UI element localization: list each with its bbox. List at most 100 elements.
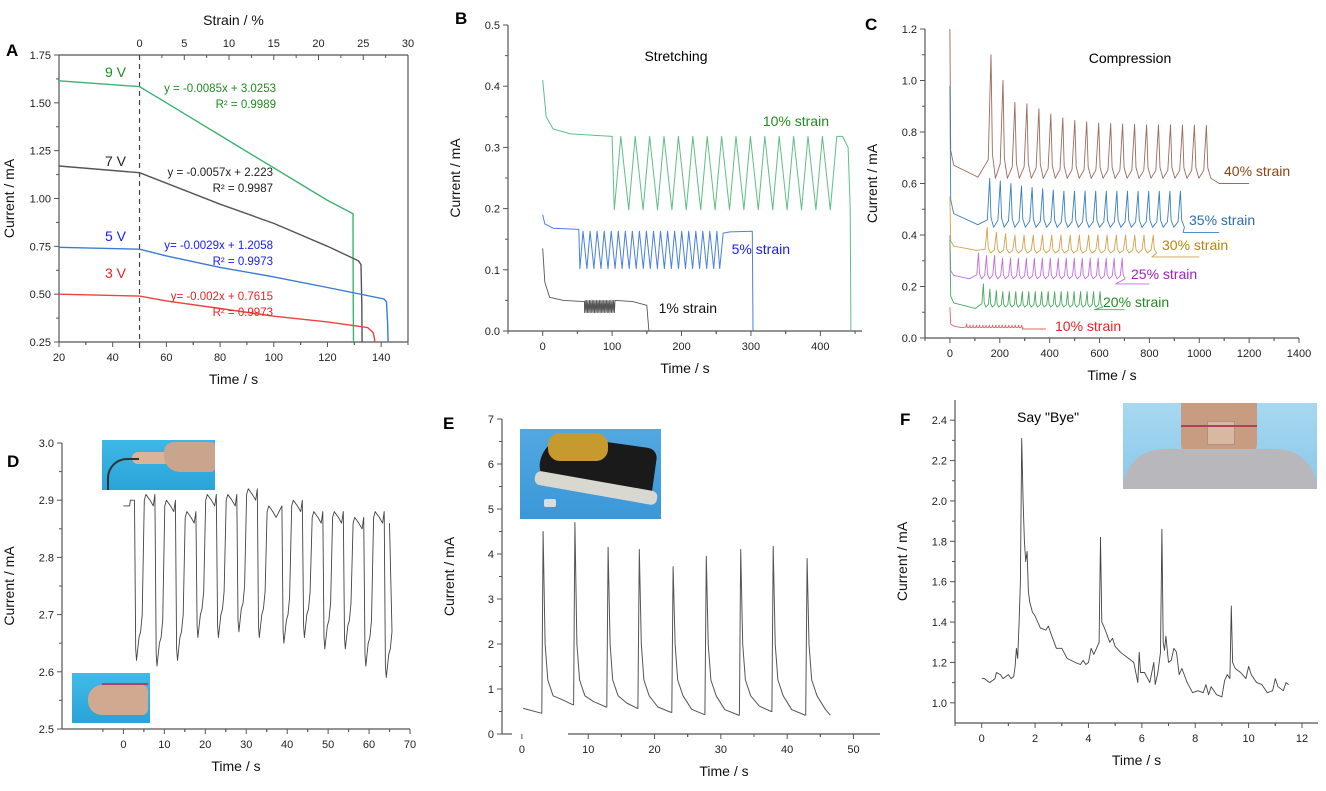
x-tick-label: 12	[1296, 733, 1308, 745]
y-tick-label: 0.1	[485, 265, 500, 277]
y-tick-label: 6	[488, 459, 494, 471]
panel-label-d: D	[7, 452, 19, 471]
x-axis-label: Time / s	[660, 360, 709, 376]
shirt-shape	[1123, 449, 1317, 489]
y-tick-label: 1.2	[932, 657, 947, 669]
x-tick-label: 4	[1085, 733, 1091, 745]
x-tick-label: 200	[991, 348, 1009, 360]
y-tick-label: 2.0	[932, 496, 947, 508]
series-label: 3 V	[105, 265, 127, 281]
x-tick-label: 800	[1140, 348, 1158, 360]
y-axis-label: Current / mA	[441, 536, 457, 616]
series-label: 5 V	[105, 228, 127, 244]
series-label: 5% strain	[732, 241, 790, 257]
y-tick-label: 1.75	[30, 50, 51, 62]
series-line	[949, 234, 1150, 285]
y-tick-label: 0.25	[30, 337, 51, 349]
x-tick-label: 30	[240, 739, 252, 751]
x2-tick-label: 25	[357, 38, 369, 50]
x-axis-label: Time / s	[699, 763, 748, 779]
y-axis-label: Current / mA	[447, 138, 463, 218]
y-tick-label: 2.9	[39, 495, 54, 507]
x-tick-label: 0	[540, 341, 546, 353]
x-tick-label: 20	[648, 744, 660, 756]
series-line	[949, 240, 1125, 311]
y-tick-label: 0	[488, 729, 494, 741]
y-tick-label: 0.50	[30, 289, 51, 301]
x2-tick-label: 5	[181, 38, 187, 50]
y-tick-label: 2.6	[39, 667, 54, 679]
series-line	[981, 437, 1289, 698]
y-tick-label: 2.2	[932, 456, 947, 468]
x-tick-label: 300	[742, 341, 760, 353]
y-tick-label: 1	[488, 684, 494, 696]
series-line	[949, 28, 1250, 184]
y-tick-label: 1.8	[932, 536, 947, 548]
x-axis-label: Time / s	[1087, 367, 1136, 383]
series-line	[949, 307, 1046, 330]
x-tick-label: 20	[53, 352, 65, 364]
y-tick-label: 0.5	[485, 20, 500, 32]
y-tick-label: 0.4	[902, 230, 917, 242]
series-line-9v	[58, 80, 355, 343]
x-tick-label: 50	[847, 744, 859, 756]
x-tick-label: 30	[715, 744, 727, 756]
panel-label-f: F	[900, 410, 910, 429]
y-tick-label: 3.0	[39, 438, 54, 450]
wire-shape	[107, 458, 139, 490]
y-tick-label: 5	[488, 504, 494, 516]
x-tick-label: 6	[1139, 733, 1145, 745]
x-tick-label: 0	[947, 348, 953, 360]
y-tick-label: 0.2	[902, 282, 917, 294]
x-tick-label: 100	[603, 341, 621, 353]
panel-c: C 0.0 0.2 0.4 0.6 0.8 1.0 1.2 0 200 400 600 800 1000 1…	[864, 15, 1311, 383]
fit-equation: y= -0.002x + 0.7615	[171, 291, 273, 303]
y-tick-label: 1.0	[932, 698, 947, 710]
hand-shape	[164, 442, 215, 472]
x-tick-label: 20	[199, 739, 211, 751]
series-line-7v	[58, 165, 363, 343]
series-label: 10% strain	[1055, 318, 1121, 334]
series-line	[542, 248, 650, 332]
sensor-shape	[544, 499, 556, 507]
wire-shape	[102, 683, 148, 685]
y-tick-label: 2.5	[39, 724, 54, 736]
y-tick-label: 0.4	[485, 81, 500, 93]
y-axis-label: Current / mA	[864, 143, 880, 223]
y-tick-label: 3	[488, 594, 494, 606]
x2-tick-label: 10	[223, 38, 235, 50]
x-tick-label: 8	[1192, 733, 1198, 745]
y-tick-label: 1.4	[932, 617, 947, 629]
inset-photo-finger-bent	[72, 673, 150, 723]
chart-title: Say "Bye"	[1017, 409, 1079, 425]
y-tick-label: 2.4	[932, 415, 947, 427]
x-tick-label: 0	[519, 744, 525, 756]
x-tick-label: 60	[160, 352, 172, 364]
shoe-collar	[548, 433, 608, 461]
series-line	[542, 80, 852, 332]
panel-f: F 1.0 1.2 1.4 1.6 1.8 2.0 2.2 2.4 0 2 4 6 8 10 12 Time /…	[894, 400, 1318, 768]
fit-equation: y = -0.0085x + 3.0253	[164, 83, 276, 95]
panel-label-b: B	[455, 9, 467, 28]
x2-tick-label: 0	[136, 38, 142, 50]
y-tick-label: 0.6	[902, 179, 917, 191]
x-tick-label: 1000	[1187, 348, 1211, 360]
series-label: 35% strain	[1189, 212, 1255, 228]
panel-e: E 0 1 2 3 4 5 6 7 0 10 20 30 40 50 Time / s Current / mA	[441, 414, 880, 779]
y-tick-label: 2	[488, 639, 494, 651]
fit-equation: y = -0.0057x + 2.223	[168, 167, 274, 179]
x-tick-label: 0	[120, 739, 126, 751]
fit-r-squared: R² = 0.9973	[213, 307, 273, 319]
y-tick-label: 1.2	[902, 24, 917, 36]
x-tick-label: 10	[158, 739, 170, 751]
x2-tick-label: 15	[268, 38, 280, 50]
y-axis-label: Current / mA	[894, 521, 910, 601]
y-tick-label: 1.25	[30, 146, 51, 158]
y-tick-label: 2.8	[39, 552, 54, 564]
y-tick-label: 0.8	[902, 127, 917, 139]
series-label: 20% strain	[1103, 294, 1169, 310]
y-axis-label: Current / mA	[1, 158, 17, 238]
series-label: 40% strain	[1224, 163, 1290, 179]
